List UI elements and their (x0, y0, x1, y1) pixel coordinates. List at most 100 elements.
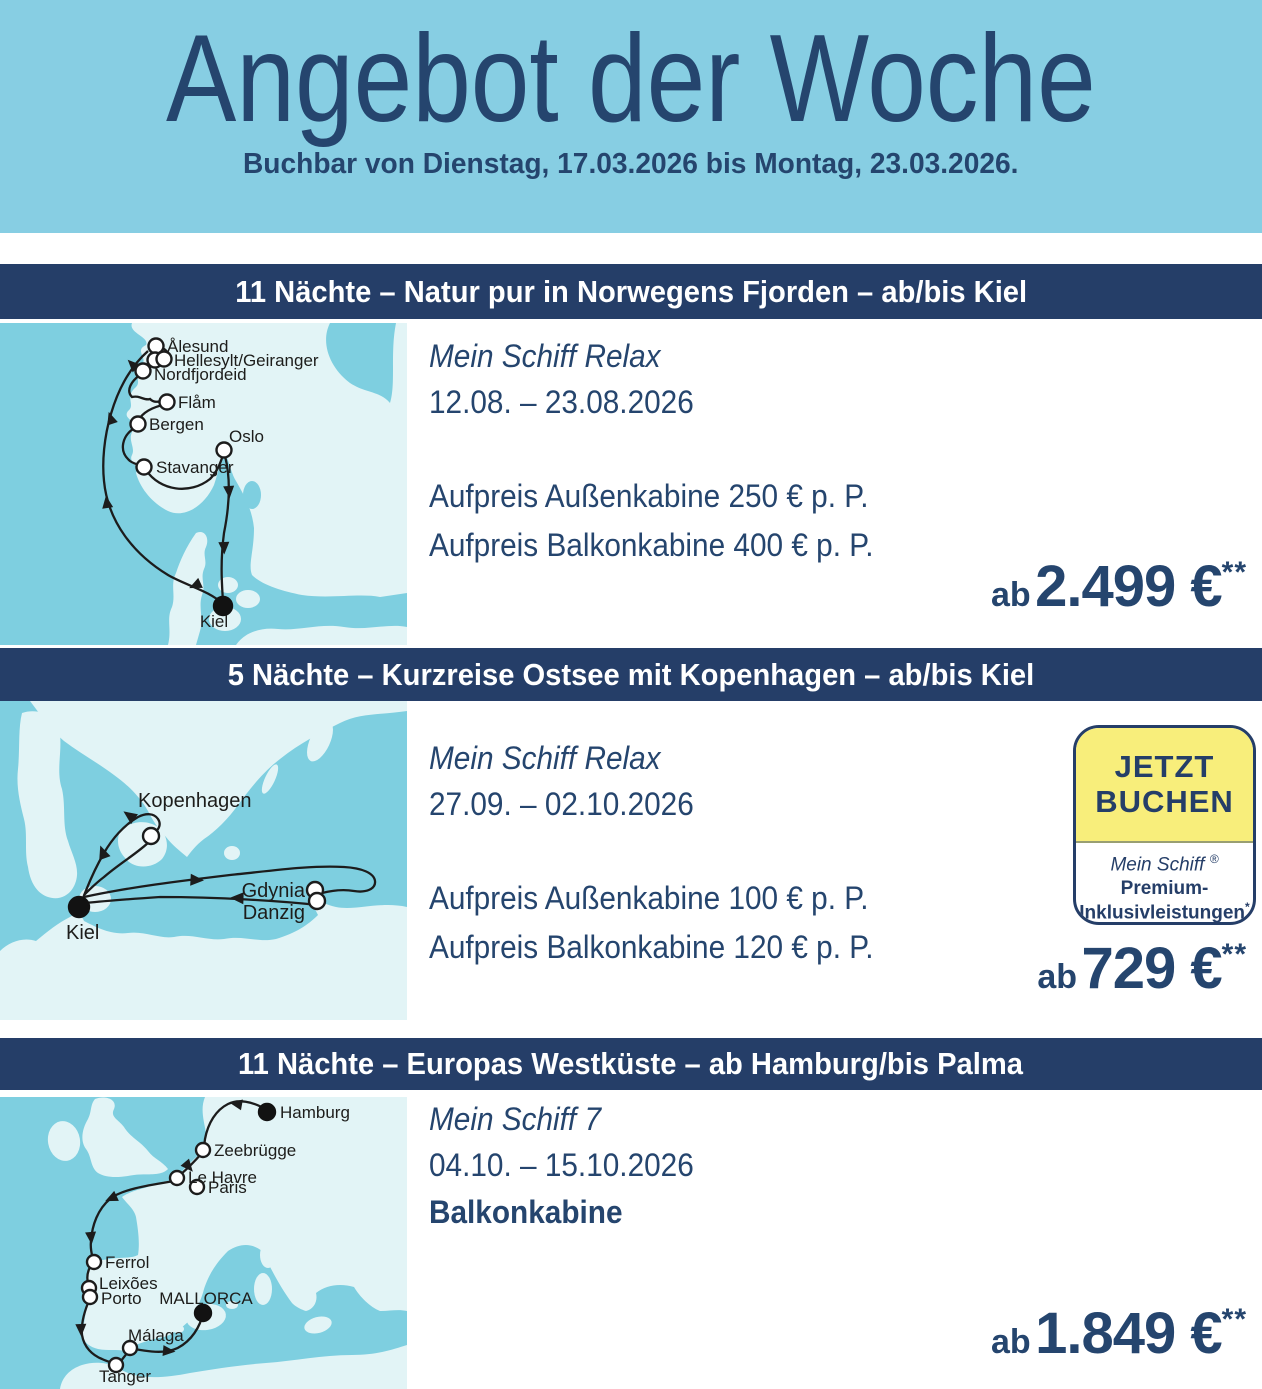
route-arrow (223, 485, 235, 499)
port-marker-flam (158, 393, 176, 411)
map-island-gotland (313, 505, 331, 537)
badge-brand: Mein Schiff ® (1110, 852, 1219, 876)
offer-1-title-bar: 11 Nächte – Natur pur in Norwegens Fjord… (0, 264, 1262, 319)
map-island-bornholm (224, 846, 240, 860)
price-prefix: ab (990, 576, 1031, 614)
surcharge-outside-cabin: Aufpreis Außenkabine 100 € p. P. (429, 879, 869, 916)
route-arrow (123, 811, 138, 825)
offer-2-title: 5 Nächte – Kurzreise Ostsee mit Kopenhag… (227, 656, 1035, 692)
price-value: 1.849 € (1035, 1301, 1223, 1366)
port-marker-oslo (215, 441, 233, 459)
map-island-menorca (226, 1301, 238, 1309)
port-label: Ålesund (167, 337, 228, 356)
port-label: Porto (101, 1289, 142, 1308)
port-marker-ferrol (85, 1253, 103, 1271)
map-baltic-sea: Kopenhagen Kiel Gdynia Danzig (0, 701, 407, 1020)
surcharge-balcony-cabin: Aufpreis Balkonkabine 400 € p. P. (429, 527, 874, 564)
port-marker-geiranger (155, 350, 173, 368)
port-label: Bergen (149, 415, 204, 434)
booking-period: Buchbar von Dienstag, 17.03.2026 bis Mon… (243, 148, 1019, 181)
port-marker-kiel (212, 595, 234, 617)
map-island-oland (284, 527, 296, 555)
route-arrow (189, 577, 203, 589)
spacer (0, 233, 1262, 264)
map-island-oland (261, 764, 279, 794)
route-arrow (102, 495, 114, 509)
map-land-denmark (168, 531, 208, 645)
offer-3-details: Mein Schiff 7 04.10. – 15.10.2026 Balkon… (407, 1090, 1262, 1389)
port-marker-malaga (121, 1339, 139, 1357)
book-now-badge[interactable]: JETZT BUCHEN Mein Schiff ® Premium- Inkl… (1073, 725, 1256, 925)
route-hop (145, 454, 225, 490)
port-label: Flåm (178, 393, 216, 412)
route-kopenhagen-return (83, 840, 151, 896)
map-island (236, 590, 260, 608)
price-footnote-marker: ** (1221, 938, 1247, 971)
badge-line-jetzt: JETZT (1114, 748, 1215, 784)
port-marker-stavanger (135, 458, 153, 476)
badge-premium-line: Premium- (1120, 877, 1209, 899)
route-return (220, 455, 230, 603)
route-arrow (180, 1158, 193, 1172)
offer-1-details: Mein Schiff Relax 12.08. – 23.08.2026 Au… (407, 319, 1262, 648)
map-land-ireland (47, 1121, 81, 1161)
port-marker-bergen (129, 415, 147, 433)
route-arrow (127, 359, 141, 373)
cabin-type: Balkonkabine (429, 1193, 623, 1230)
map-land-africa (60, 1345, 407, 1389)
map-island-sicily (304, 1316, 332, 1334)
ship-name: Mein Schiff 7 (429, 1101, 602, 1137)
port-marker-lehavre (168, 1169, 186, 1187)
port-label: Nordfjordeid (154, 365, 247, 384)
route-arrow (107, 411, 118, 426)
map-land-sweden (30, 701, 407, 857)
ship-name: Mein Schiff Relax (429, 338, 661, 374)
route-arrow (162, 1345, 176, 1357)
port-label: MALLORCA (159, 1289, 253, 1308)
port-label: Ferrol (105, 1253, 149, 1272)
book-now-label[interactable]: JETZT BUCHEN (1076, 728, 1253, 843)
map-land-jutland (17, 711, 78, 899)
map-island-gotland (307, 720, 333, 762)
badge-inklusiv-line: Inklusivleistungen* (1079, 899, 1250, 923)
port-label: Kiel (200, 612, 228, 631)
offer-2-title-bar: 5 Nächte – Kurzreise Ostsee mit Kopenhag… (0, 648, 1262, 701)
price-prefix: ab (990, 1323, 1031, 1361)
port-marker-zeebruegge (194, 1141, 212, 1159)
offer-3-title-bar: 11 Nächte – Europas Westküste – ab Hambu… (0, 1038, 1262, 1090)
route-east-gdynia (83, 865, 377, 899)
price-value: 729 € (1081, 936, 1222, 1001)
port-label: Málaga (128, 1326, 184, 1345)
port-marker-tanger (107, 1356, 125, 1374)
route-hamburg-zeebruegge (202, 1100, 268, 1148)
port-label: Le Havre (188, 1168, 257, 1187)
cruise-dates: 27.09. – 02.10.2026 (429, 786, 694, 823)
route-outbound (102, 350, 224, 605)
price-footnote-marker: ** (1221, 1303, 1247, 1336)
port-marker-kopenhagen (141, 826, 161, 846)
surcharge-balcony-cabin: Aufpreis Balkonkabine 120 € p. P. (429, 929, 874, 966)
port-marker-kiel (67, 895, 91, 919)
map-land-germany (236, 625, 407, 645)
route-arrow (99, 845, 111, 861)
port-label: Zeebrügge (214, 1141, 296, 1160)
cruise-dates: 12.08. – 23.08.2026 (429, 384, 694, 421)
route-arrow (75, 1323, 87, 1337)
map-land-germany-poland (0, 897, 407, 1020)
hero-banner: Angebot der Woche Buchbar von Dienstag, … (0, 0, 1262, 233)
offer-section-1: 11 Nächte – Natur pur in Norwegens Fjord… (0, 264, 1262, 648)
offer-3-title: 11 Nächte – Europas Westküste – ab Hambu… (238, 1046, 1024, 1081)
map-lake (243, 481, 261, 509)
map-land-scandinavia (126, 323, 407, 597)
offer-3-price: ab 1.849 €** (991, 1300, 1247, 1367)
page-title: Angebot der Woche (166, 10, 1096, 148)
map-western-europe: Hamburg Zeebrügge Le Havre Paris Ferrol … (0, 1097, 407, 1389)
offer-section-3: 11 Nächte – Europas Westküste – ab Hambu… (0, 1038, 1262, 1389)
port-label: Tanger (99, 1367, 151, 1386)
badge-subtext: Mein Schiff ® Premium- Inklusivleistunge… (1076, 843, 1253, 923)
surcharge-outside-cabin: Aufpreis Außenkabine 250 € p. P. (429, 477, 869, 514)
map-land-uk (82, 1097, 168, 1177)
port-label: Kiel (66, 922, 99, 944)
port-marker-danzig (307, 891, 327, 911)
